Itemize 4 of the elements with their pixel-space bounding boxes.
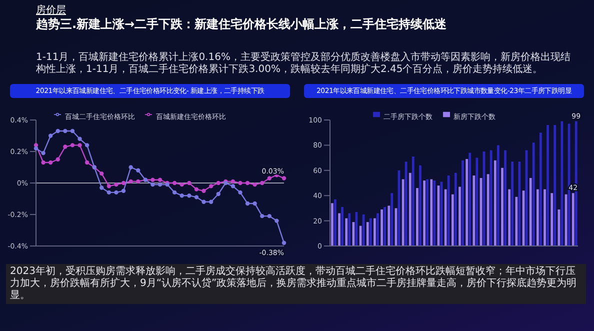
text: 房价层 — [36, 4, 67, 17]
text: 趋势三.新建上涨→二手下跌：新建住宅价格长线小幅上涨，二手住宅持续低迷 — [36, 17, 448, 32]
text: 1-11月，百城新建住宅价格累计上涨0.16%，主要受政策管控及部分优质改善楼盘入市带动等因素影响，新房价格出现结构性上涨，1-11月，百城二手住宅价格累计下跌3.00%，跌幅较去年同期扩大2.45个百分点，房价走势持续低迷。 — [36, 52, 572, 76]
text: 2023年初，受积压购房需求释放影响，二手房成交保持较高活跃度，带动百城二手住宅价格环比跌幅短暂收窄；年中市场下行压力加大，房价跌幅有所扩大，9月“认房不认贷”政策落地后，换房需求推动重点城市二手房挂牌量走高，房价下行探底趋势更为明显。 — [10, 266, 578, 302]
